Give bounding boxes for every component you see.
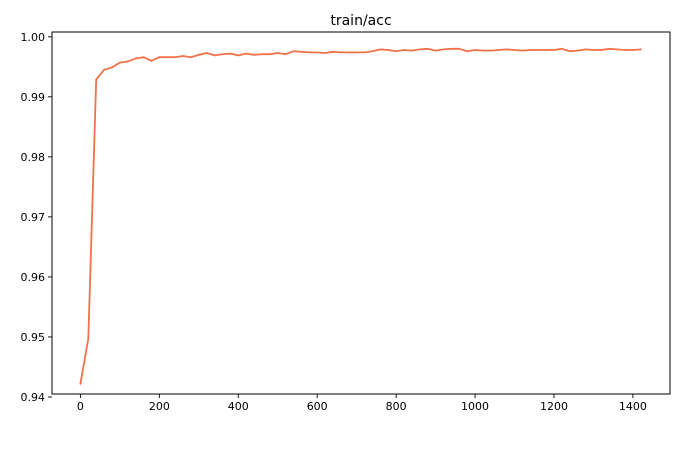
data-point bbox=[158, 56, 161, 59]
data-point bbox=[489, 49, 492, 52]
x-tick-label: 1400 bbox=[619, 400, 647, 413]
chart-title: train/acc bbox=[330, 13, 391, 29]
data-point bbox=[458, 47, 461, 50]
data-point bbox=[568, 50, 571, 53]
data-point bbox=[95, 78, 98, 81]
plot-area bbox=[79, 47, 642, 385]
data-point bbox=[182, 55, 184, 57]
x-tick-label: 200 bbox=[149, 400, 170, 413]
x-tick-label: 1000 bbox=[461, 400, 489, 413]
y-tick-label: 0.96 bbox=[21, 271, 46, 284]
data-point bbox=[339, 51, 342, 54]
data-point bbox=[174, 56, 177, 59]
data-point bbox=[411, 49, 413, 52]
x-tick-label: 1200 bbox=[540, 400, 568, 413]
series-line-0 bbox=[79, 47, 642, 385]
data-point bbox=[118, 61, 121, 64]
data-point bbox=[332, 50, 334, 53]
data-point bbox=[103, 68, 105, 71]
data-point bbox=[545, 49, 547, 51]
data-point bbox=[253, 53, 255, 56]
data-point bbox=[521, 49, 524, 52]
y-tick-label: 0.99 bbox=[21, 91, 46, 104]
data-point bbox=[608, 47, 611, 50]
axes-frame bbox=[51, 31, 671, 395]
data-point bbox=[639, 48, 642, 51]
x-tick-label: 0 bbox=[77, 400, 84, 413]
data-point bbox=[316, 51, 319, 54]
data-point bbox=[205, 52, 208, 54]
data-point bbox=[553, 49, 555, 51]
axes: 0 200 400 600 800 1000 1200 1400 0.94 0.95 0.96 0.9… bbox=[21, 31, 671, 413]
data-point bbox=[229, 52, 232, 55]
y-tick-label: 1.00 bbox=[21, 31, 46, 44]
data-point bbox=[529, 49, 532, 51]
data-point bbox=[403, 49, 405, 51]
data-point bbox=[624, 49, 626, 51]
data-point bbox=[284, 53, 287, 56]
data-point bbox=[497, 49, 500, 51]
y-tick-label: 0.98 bbox=[21, 151, 46, 164]
data-point bbox=[237, 54, 240, 57]
data-point bbox=[395, 50, 398, 53]
x-tick-label: 600 bbox=[307, 400, 328, 413]
data-point bbox=[197, 53, 200, 56]
data-point bbox=[418, 48, 421, 51]
data-point bbox=[426, 47, 429, 50]
data-point bbox=[584, 48, 587, 51]
data-point bbox=[513, 49, 516, 51]
data-point bbox=[276, 52, 279, 54]
data-point bbox=[442, 48, 445, 51]
data-point bbox=[126, 60, 129, 63]
data-point bbox=[576, 49, 579, 52]
data-point bbox=[87, 337, 90, 340]
data-point bbox=[292, 50, 295, 53]
data-point bbox=[308, 51, 311, 54]
data-point bbox=[245, 52, 248, 55]
data-point bbox=[261, 53, 263, 56]
data-point bbox=[347, 51, 350, 54]
data-point bbox=[79, 382, 82, 385]
data-point bbox=[616, 48, 619, 51]
data-point bbox=[142, 56, 145, 59]
x-tick-label: 800 bbox=[386, 400, 407, 413]
x-tick-label: 400 bbox=[228, 400, 249, 413]
data-point bbox=[387, 49, 390, 51]
data-point bbox=[221, 53, 224, 56]
data-point bbox=[450, 47, 453, 50]
data-point bbox=[355, 51, 358, 54]
y-tick-label: 0.94 bbox=[21, 391, 46, 404]
data-point bbox=[134, 57, 137, 60]
data-point bbox=[632, 49, 634, 51]
data-point bbox=[434, 49, 437, 52]
data-point bbox=[505, 48, 508, 51]
data-point bbox=[324, 52, 326, 54]
data-point bbox=[466, 50, 469, 53]
y-tick-label: 0.97 bbox=[21, 211, 46, 224]
data-point bbox=[213, 54, 216, 57]
data-point bbox=[371, 50, 374, 53]
data-point bbox=[560, 47, 563, 50]
data-point bbox=[592, 49, 595, 51]
data-point bbox=[537, 49, 540, 51]
data-point bbox=[474, 49, 476, 51]
y-tick-label: 0.95 bbox=[21, 331, 46, 344]
data-point bbox=[190, 56, 192, 59]
data-point bbox=[111, 66, 113, 69]
data-point bbox=[363, 51, 366, 54]
data-point bbox=[482, 49, 484, 52]
data-point bbox=[379, 48, 382, 51]
data-point bbox=[150, 59, 153, 62]
data-point bbox=[300, 50, 303, 53]
data-point bbox=[268, 53, 271, 56]
data-point bbox=[600, 49, 603, 51]
data-point bbox=[166, 56, 169, 59]
